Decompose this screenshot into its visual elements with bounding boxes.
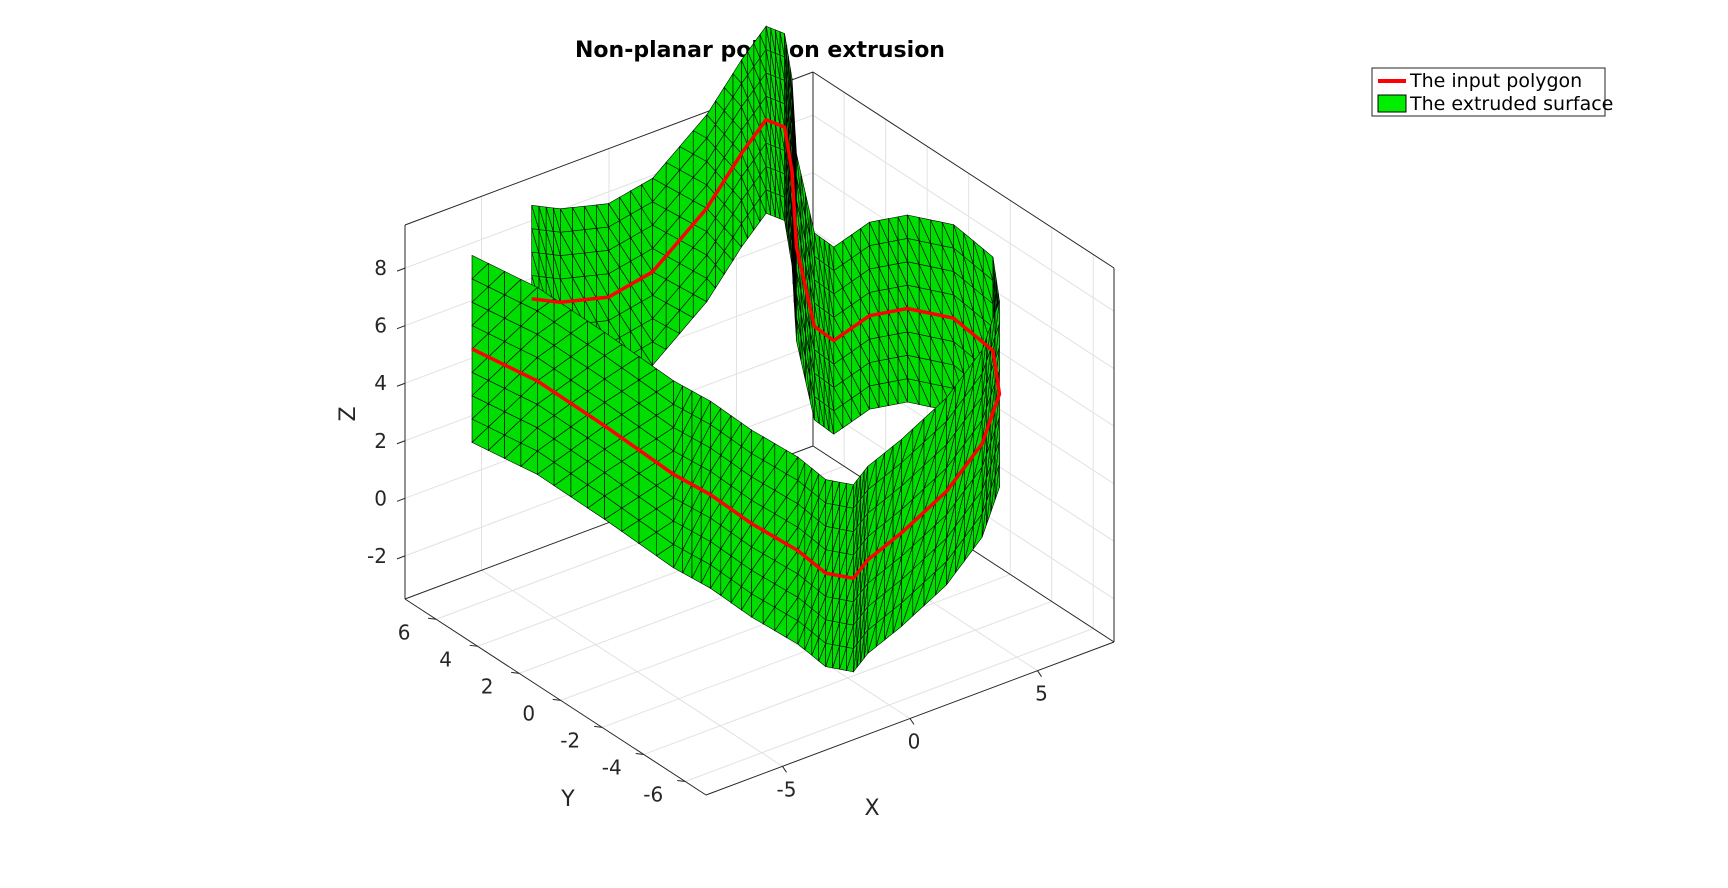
x-tick-label: 5 <box>1035 682 1048 706</box>
y-axis-label: Y <box>560 787 575 812</box>
z-tick-label: 4 <box>374 371 387 395</box>
legend-entry-surface: The extruded surface <box>1409 93 1613 115</box>
legend-box <box>1371 67 1606 117</box>
y-tick-label: -6 <box>643 782 663 806</box>
z-tick-label: 8 <box>374 256 387 280</box>
y-tick-label: -4 <box>602 755 622 779</box>
z-axis-label: Z <box>336 406 361 421</box>
z-tick-label: -2 <box>367 544 387 568</box>
z-tick-label: 2 <box>374 429 387 453</box>
x-tick-label: 0 <box>908 730 921 754</box>
y-tick-label: 4 <box>439 647 452 671</box>
y-tick-label: 2 <box>481 674 494 698</box>
z-tick-label: 6 <box>374 314 387 338</box>
y-tick-label: 0 <box>522 701 535 725</box>
y-tick-label: 6 <box>398 620 411 644</box>
z-tick-label: 0 <box>374 486 387 510</box>
x-tick-label: -5 <box>777 777 797 801</box>
polygon-line <box>471 117 1002 581</box>
x-axis-label: X <box>864 796 879 821</box>
y-tick-label: -2 <box>560 728 580 752</box>
input-polygon <box>471 117 1002 581</box>
extruded-surface <box>471 25 1000 673</box>
tick-labels: -5 0 5 -6 -4 -2 0 2 4 6 -2 0 2 4 6 8 <box>367 256 1048 806</box>
legend-entry-polygon: The input polygon <box>1409 70 1582 92</box>
legend-swatch-surface <box>1377 94 1407 113</box>
legend: The input polygon The extruded surface <box>1371 67 1613 117</box>
